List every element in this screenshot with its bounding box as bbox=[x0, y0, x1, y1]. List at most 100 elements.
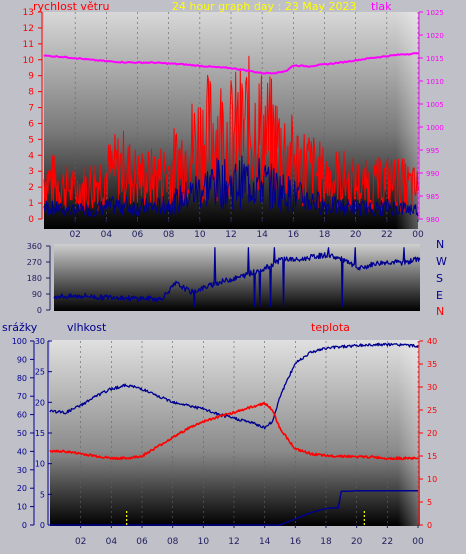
pressure-tick-label: 1005 bbox=[426, 101, 444, 109]
direction-letter-s: S bbox=[436, 272, 443, 285]
time-tick-label: 12 bbox=[228, 537, 239, 547]
direction-letter-w: W bbox=[436, 255, 447, 268]
time-tick-label: 02 bbox=[69, 230, 80, 240]
wind-speed-axis-title: rychlost větru bbox=[33, 0, 109, 13]
rain-total-series-line bbox=[50, 489, 418, 526]
humidity-tick-label: 40 bbox=[17, 447, 27, 456]
time-tick-label: 08 bbox=[167, 537, 179, 547]
wind-speed-tick-label: 12 bbox=[23, 24, 34, 34]
temperature-tick-label: 35 bbox=[427, 360, 437, 369]
pressure-tick-label: 1010 bbox=[426, 78, 444, 86]
direction-letter-e: E bbox=[436, 289, 443, 302]
temperature-tick-label: 40 bbox=[427, 337, 437, 346]
pressure-tick-label: 985 bbox=[426, 193, 439, 201]
wind-speed-tick-label: 6 bbox=[28, 119, 34, 129]
time-tick-label: 04 bbox=[101, 230, 113, 240]
rain-axis-title: srážky bbox=[2, 321, 38, 334]
rain-tick-label: 0 bbox=[40, 521, 45, 530]
direction-letter-n-top: N bbox=[436, 238, 444, 251]
time-tick-label: 08 bbox=[163, 230, 175, 240]
time-tick-label: 16 bbox=[288, 230, 300, 240]
temperature-tick-label: 0 bbox=[427, 521, 432, 530]
temperature-tick-label: 10 bbox=[427, 475, 437, 484]
temperature-tick-label: 30 bbox=[427, 383, 437, 392]
humidity-axis-title: vlhkost bbox=[67, 321, 107, 334]
pressure-tick-label: 1020 bbox=[426, 32, 444, 40]
time-tick-label: 18 bbox=[319, 230, 331, 240]
time-tick-label: 04 bbox=[106, 537, 118, 547]
rain-tick-label: 5 bbox=[40, 490, 45, 499]
series-layer bbox=[43, 52, 421, 526]
temperature-tick-label: 25 bbox=[427, 406, 437, 415]
humidity-tick-label: 80 bbox=[17, 374, 27, 383]
time-tick-label: 10 bbox=[194, 230, 206, 240]
wind-speed-tick-label: 5 bbox=[28, 135, 34, 145]
humidity-tick-label: 100 bbox=[12, 337, 27, 346]
humidity-tick-label: 50 bbox=[17, 429, 27, 438]
panel-weather-bg bbox=[50, 340, 420, 526]
direction-tick-label: 360 bbox=[27, 242, 42, 251]
time-tick-label: 18 bbox=[320, 537, 332, 547]
time-tick-label: 22 bbox=[382, 537, 393, 547]
temperature-axis-title: teplota bbox=[311, 321, 350, 334]
rain-tick-label: 20 bbox=[35, 398, 45, 407]
wind-direction-series-line bbox=[53, 247, 421, 308]
time-tick-label: 20 bbox=[350, 230, 362, 240]
temperature-series-line bbox=[49, 401, 419, 461]
pressure-tick-label: 995 bbox=[426, 147, 439, 155]
wind-gust-series-line bbox=[43, 55, 419, 213]
humidity-series-line bbox=[49, 342, 419, 430]
time-tick-label: 02 bbox=[75, 537, 86, 547]
direction-letter-n-bottom: N bbox=[436, 305, 444, 318]
humidity-tick-label: 70 bbox=[17, 392, 27, 401]
humidity-tick-label: 30 bbox=[17, 466, 27, 475]
wind-speed-tick-label: 4 bbox=[28, 151, 34, 161]
time-tick-label: 00 bbox=[412, 537, 424, 547]
wind-speed-tick-label: 2 bbox=[28, 183, 34, 193]
rain-tick-label: 15 bbox=[35, 429, 45, 438]
direction-tick-label: 180 bbox=[27, 274, 42, 283]
pressure-tick-label: 1015 bbox=[426, 55, 444, 63]
pressure-tick-label: 990 bbox=[426, 170, 439, 178]
axes-layer: 0123456789101112139809859909951000100510… bbox=[12, 8, 444, 547]
time-tick-label: 22 bbox=[381, 230, 392, 240]
direction-tick-label: 270 bbox=[27, 258, 42, 267]
time-tick-label: 06 bbox=[132, 230, 144, 240]
wind-speed-tick-label: 1 bbox=[28, 199, 34, 209]
humidity-tick-label: 10 bbox=[17, 503, 27, 512]
direction-tick-label: 90 bbox=[32, 290, 42, 299]
humidity-tick-label: 90 bbox=[17, 355, 27, 364]
wind-speed-tick-label: 9 bbox=[28, 72, 34, 82]
temperature-tick-label: 15 bbox=[427, 452, 437, 461]
wind-speed-tick-label: 7 bbox=[28, 104, 34, 114]
time-tick-label: 14 bbox=[259, 537, 271, 547]
time-tick-label: 16 bbox=[290, 537, 302, 547]
rain-tick-label: 30 bbox=[35, 337, 45, 346]
wind-speed-tick-label: 13 bbox=[23, 8, 34, 18]
pressure-axis-title: tlak bbox=[371, 0, 392, 13]
temperature-tick-label: 5 bbox=[427, 498, 432, 507]
chart-title: 24 hour graph day : 23 May 2023 bbox=[172, 0, 357, 13]
time-tick-label: 14 bbox=[256, 230, 268, 240]
panel-wind-speed-bg bbox=[44, 12, 418, 229]
rain-tick-label: 25 bbox=[35, 368, 45, 377]
wind-speed-tick-label: 8 bbox=[28, 88, 34, 98]
time-tick-label: 10 bbox=[198, 537, 210, 547]
pressure-tick-label: 980 bbox=[426, 216, 439, 224]
panel-weather-sheen bbox=[398, 340, 420, 526]
wind-speed-tick-label: 0 bbox=[28, 215, 34, 225]
wind-average-series-line bbox=[43, 155, 419, 217]
temperature-tick-label: 20 bbox=[427, 429, 437, 438]
wind-speed-tick-label: 11 bbox=[23, 40, 34, 50]
wind-speed-tick-label: 3 bbox=[28, 167, 34, 177]
pressure-tick-label: 1025 bbox=[426, 9, 444, 17]
pressure-series-line bbox=[43, 52, 419, 75]
humidity-tick-label: 60 bbox=[17, 411, 27, 420]
humidity-tick-label: 20 bbox=[17, 484, 27, 493]
time-tick-label: 12 bbox=[225, 230, 236, 240]
humidity-tick-label: 0 bbox=[22, 521, 27, 530]
grid-layer bbox=[74, 12, 419, 525]
pressure-tick-label: 1000 bbox=[426, 124, 444, 132]
rain-tick-label: 10 bbox=[35, 460, 45, 469]
